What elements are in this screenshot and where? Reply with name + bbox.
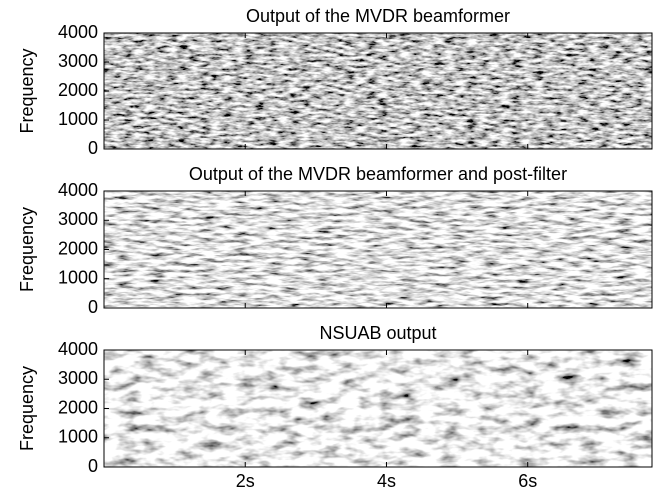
y-tick-label: 1000 bbox=[58, 109, 98, 129]
panel-title: Output of the MVDR beamformer and post-f… bbox=[189, 164, 567, 184]
y-axis-label: Frequency bbox=[17, 207, 37, 292]
x-tick-label: 4s bbox=[377, 471, 396, 491]
y-tick-label: 4000 bbox=[58, 339, 98, 359]
y-tick-label: 2000 bbox=[58, 80, 98, 100]
x-tick-label: 2s bbox=[236, 471, 255, 491]
y-tick-label: 0 bbox=[88, 456, 98, 476]
y-tick-label: 3000 bbox=[58, 368, 98, 388]
y-tick-label: 1000 bbox=[58, 427, 98, 447]
spectrogram-image bbox=[104, 191, 652, 308]
y-tick-label: 4000 bbox=[58, 22, 98, 42]
y-tick-label: 1000 bbox=[58, 268, 98, 288]
y-tick-label: 2000 bbox=[58, 397, 98, 417]
y-tick-label: 3000 bbox=[58, 51, 98, 71]
y-axis-label: Frequency bbox=[17, 366, 37, 451]
y-axis-label: Frequency bbox=[17, 48, 37, 133]
x-tick-label: 6s bbox=[518, 471, 537, 491]
y-tick-label: 2000 bbox=[58, 238, 98, 258]
y-tick-label: 0 bbox=[88, 138, 98, 158]
y-tick-label: 0 bbox=[88, 297, 98, 317]
panel-title: NSUAB output bbox=[319, 323, 436, 343]
panel-title: Output of the MVDR beamformer bbox=[246, 6, 510, 26]
spectrogram-image bbox=[104, 33, 652, 149]
spectrogram-image bbox=[104, 350, 652, 467]
y-tick-label: 3000 bbox=[58, 209, 98, 229]
y-tick-label: 4000 bbox=[58, 180, 98, 200]
